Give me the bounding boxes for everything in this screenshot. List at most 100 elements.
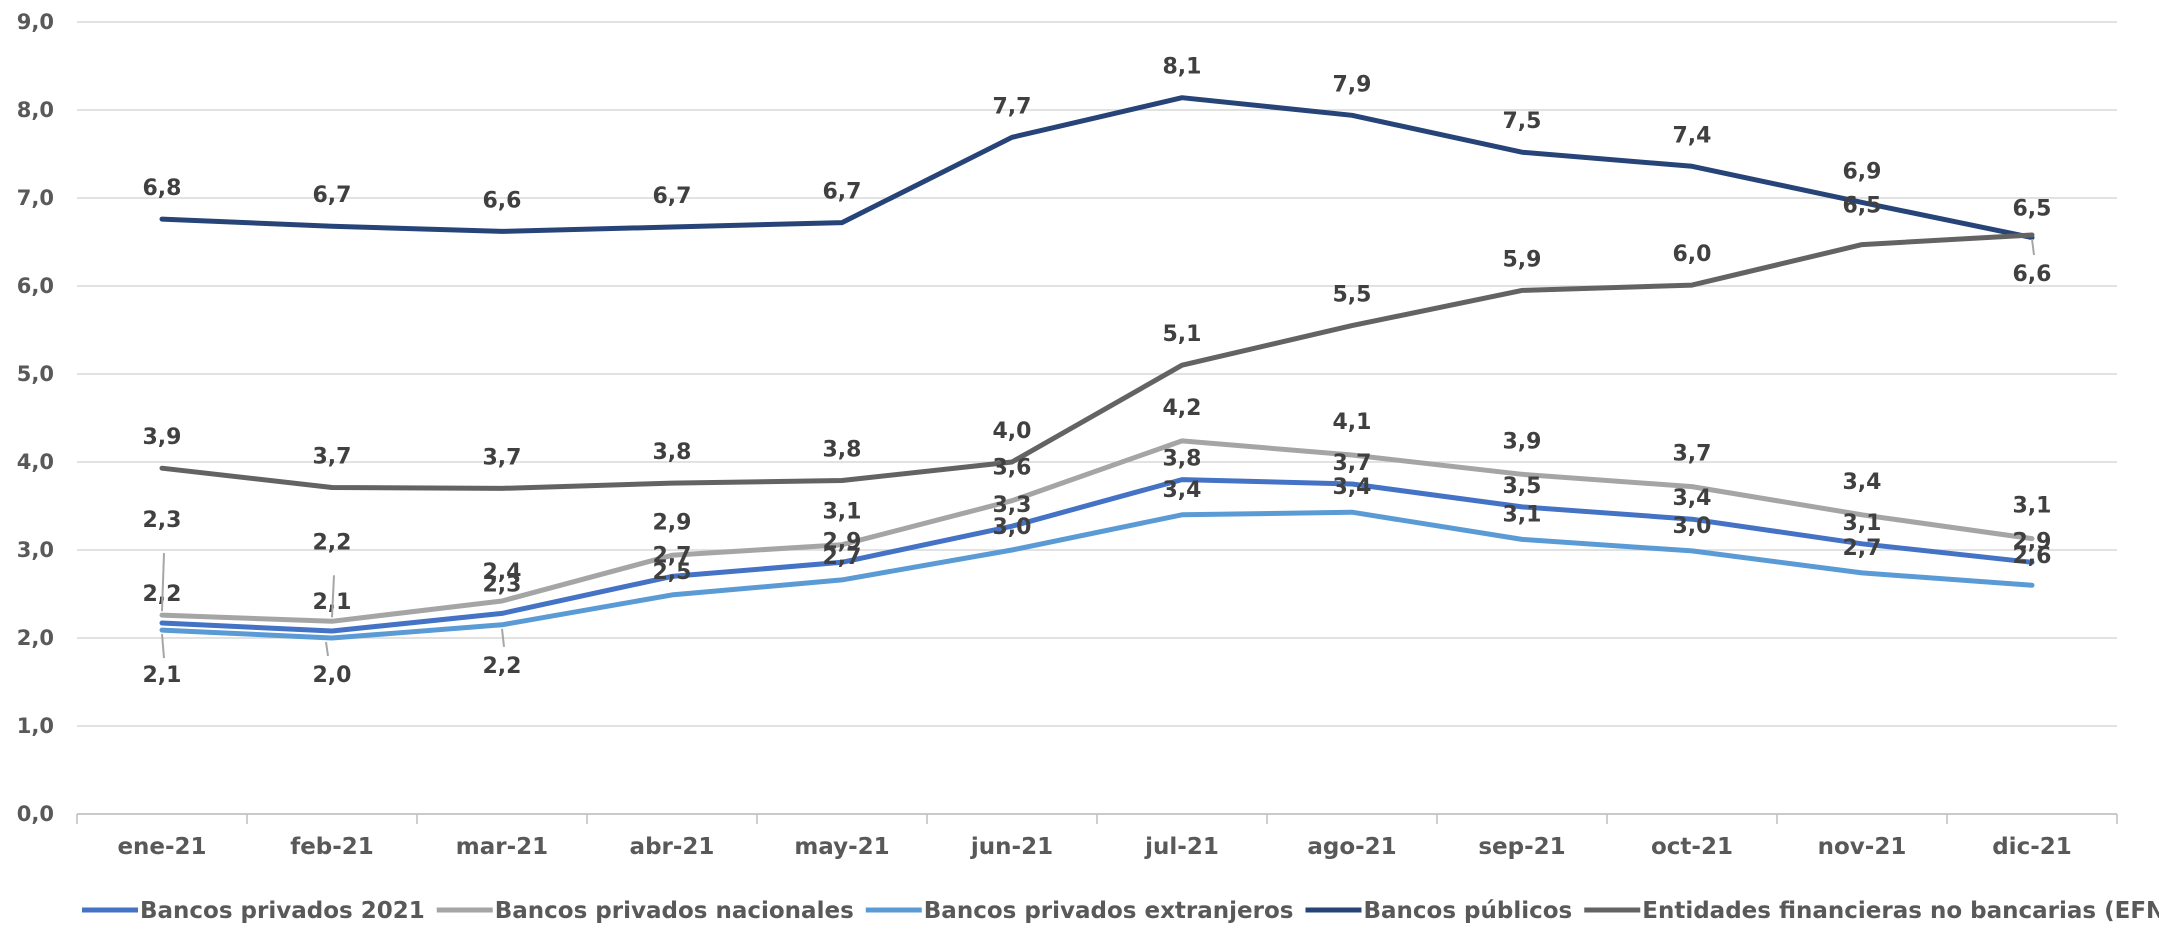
data-label: 3,8 — [1163, 447, 1202, 472]
data-label: 2,1 — [143, 663, 182, 688]
data-label: 2,6 — [2013, 544, 2052, 569]
y-tick-label: 6,0 — [17, 274, 54, 298]
x-axis: ene-21 feb-21 mar-21 abr-21 may-21 jun-21 jul-… — [76, 813, 2118, 860]
data-label: 3,1 — [2013, 494, 2052, 519]
data-label: 3,4 — [1673, 486, 1712, 511]
data-label: 6,7 — [823, 180, 862, 205]
label-leader-line — [2031, 238, 2035, 256]
data-label: 6,5 — [1843, 194, 1882, 219]
y-axis: 0,0 1,0 2,0 3,0 4,0 5,0 6,0 7,0 8,0 9,0 — [17, 10, 54, 826]
data-label: 2,0 — [313, 663, 352, 688]
data-label: 2,4 — [483, 560, 522, 585]
data-label: 8,1 — [1163, 55, 1202, 80]
series-line-2 — [159, 509, 2035, 641]
legend-entry: Entidades financieras no bancarias (EFNB… — [1642, 898, 2159, 924]
label-leader-line — [161, 553, 165, 612]
series-line-0 — [159, 477, 2035, 634]
y-tick-label: 5,0 — [17, 362, 54, 386]
data-label: 3,3 — [993, 493, 1032, 518]
legend-entry: Bancos privados nacionales — [495, 898, 854, 924]
y-tick-label: 3,0 — [17, 538, 54, 562]
x-tick-label: nov-21 — [1818, 834, 1907, 860]
series-lines — [159, 95, 2035, 641]
label-leader-line — [501, 628, 505, 647]
data-label: 6,9 — [1843, 159, 1882, 184]
label-leader-line — [325, 641, 329, 657]
x-tick-label: ene-21 — [117, 834, 206, 860]
data-label: 2,7 — [823, 545, 862, 570]
data-label: 6,0 — [1673, 242, 1712, 267]
data-label: 7,4 — [1673, 123, 1712, 148]
data-label: 7,7 — [993, 94, 1032, 119]
data-label: 6,7 — [653, 184, 692, 209]
data-label: 2,2 — [483, 654, 522, 679]
x-tick-label: may-21 — [794, 834, 889, 860]
x-tick-label: jul-21 — [1144, 834, 1219, 860]
y-tick-label: 2,0 — [17, 626, 54, 650]
y-tick-label: 9,0 — [17, 10, 54, 34]
data-label: 3,9 — [1503, 429, 1542, 454]
data-label: 4,2 — [1163, 396, 1202, 421]
x-tick-label: sep-21 — [1478, 834, 1565, 860]
data-label: 3,4 — [1333, 475, 1372, 500]
data-label: 3,7 — [483, 445, 522, 470]
data-label: 2,3 — [483, 572, 522, 597]
data-label: 3,6 — [993, 456, 1032, 481]
series-line-4 — [159, 232, 2035, 491]
x-tick-label: mar-21 — [456, 834, 548, 860]
data-label: 3,1 — [823, 500, 862, 525]
data-label: 6,6 — [483, 188, 522, 213]
y-tick-label: 0,0 — [17, 802, 54, 826]
data-label: 3,9 — [143, 425, 182, 450]
x-tick-label: jun-21 — [970, 834, 1053, 860]
data-label: 3,4 — [1843, 470, 1882, 495]
y-tick-label: 8,0 — [17, 98, 54, 122]
data-label: 7,5 — [1503, 109, 1542, 134]
data-label: 6,6 — [2013, 262, 2052, 287]
data-label: 3,7 — [1333, 451, 1372, 476]
data-label: 2,9 — [823, 529, 862, 554]
x-tick-label: dic-21 — [1992, 834, 2072, 860]
label-leader-line — [161, 633, 165, 659]
data-label: 5,5 — [1333, 283, 1372, 308]
data-label: 3,1 — [1843, 511, 1882, 536]
data-labels: 3,9 3,7 3,7 3,8 3,8 4,0 5,1 5,5 5,9 6,0 6,5 6,6 6,8 6… — [143, 55, 2052, 688]
data-label: 6,8 — [143, 176, 182, 201]
legend-entry: Bancos privados 2021 — [140, 898, 425, 924]
data-label: 2,3 — [143, 508, 182, 533]
data-label: 3,7 — [313, 445, 352, 470]
data-label: 3,1 — [1503, 502, 1542, 527]
data-label: 4,0 — [993, 419, 1032, 444]
data-label: 6,7 — [313, 183, 352, 208]
data-label: 3,8 — [653, 440, 692, 465]
legend: Bancos privados 2021 Bancos privados naci… — [82, 898, 2159, 924]
data-label: 3,5 — [1503, 474, 1542, 499]
y-tick-label: 4,0 — [17, 450, 54, 474]
data-label: 3,0 — [1673, 514, 1712, 539]
data-label: 3,0 — [993, 515, 1032, 540]
legend-entry: Bancos públicos — [1363, 898, 1572, 924]
data-label: 2,9 — [2013, 529, 2052, 554]
series-line-3 — [159, 95, 2035, 241]
data-label: 6,5 — [2013, 197, 2052, 222]
x-tick-label: ago-21 — [1307, 834, 1396, 860]
data-label: 3,4 — [1163, 478, 1202, 503]
x-tick-label: feb-21 — [290, 834, 374, 860]
series-line-1 — [159, 438, 2035, 624]
data-label: 2,2 — [313, 530, 352, 555]
gridlines — [77, 21, 2117, 815]
data-label: 2,7 — [1843, 536, 1882, 561]
x-tick-label: oct-21 — [1651, 834, 1733, 860]
data-label: 3,7 — [1673, 442, 1712, 467]
x-tick-label: abr-21 — [630, 834, 715, 860]
data-label: 3,8 — [823, 437, 862, 462]
data-label: 7,9 — [1333, 72, 1372, 97]
data-label: 4,1 — [1333, 410, 1372, 435]
y-tick-label: 7,0 — [17, 186, 54, 210]
data-label: 2,7 — [653, 543, 692, 568]
data-label: 2,5 — [653, 560, 692, 585]
data-label: 5,1 — [1163, 322, 1202, 347]
legend-entry: Bancos privados extranjeros — [924, 898, 1294, 924]
y-tick-label: 1,0 — [17, 714, 54, 738]
